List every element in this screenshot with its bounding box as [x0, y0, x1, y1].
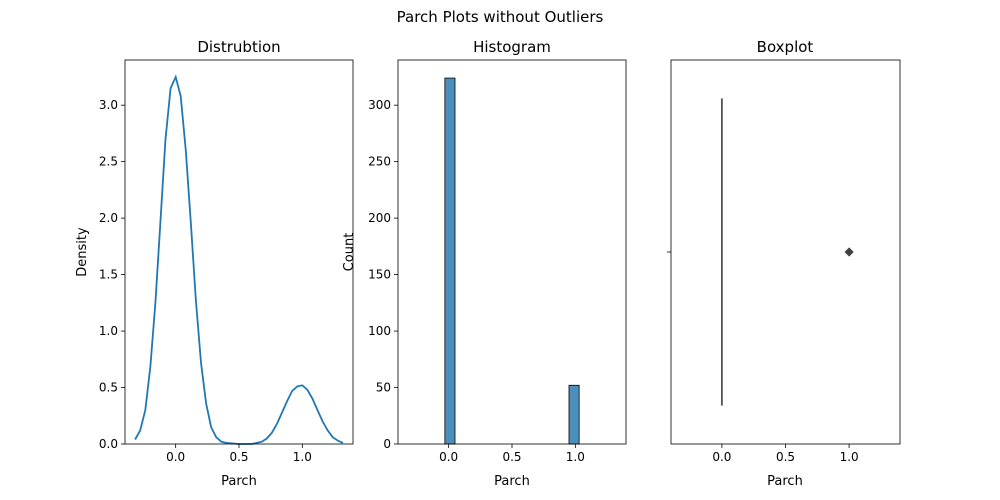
y-tick-label: 100: [368, 324, 391, 338]
x-tick-label: 1.0: [566, 450, 585, 464]
histogram-bar: [444, 77, 456, 445]
subplot-boxplot: Boxplot 0.0 0.5 1.0 Parch: [667, 38, 901, 489]
y-tick-label: 3.0: [99, 98, 118, 112]
x-tick-label: 0.0: [712, 450, 731, 464]
x-axis-label: Parch: [221, 474, 257, 489]
y-tick-label: 0.5: [99, 381, 118, 395]
histogram-bar: [568, 384, 580, 445]
x-tick-label: 0.5: [502, 450, 521, 464]
subplot-title: Boxplot: [757, 38, 814, 56]
subplot-distribution: Distrubtion 0.0 0.5 1.0 0.0 0.5 1.0 1.5 2.0 2.5 3…: [75, 38, 354, 489]
x-axis-label: Parch: [767, 474, 803, 489]
y-tick-label: 1.5: [99, 268, 118, 282]
x-tick-label: 0.0: [439, 450, 458, 464]
axes-frame: [124, 59, 354, 445]
y-tick-label: 1.0: [99, 324, 118, 338]
x-tick-label: 1.0: [840, 450, 859, 464]
y-tick-label: 50: [376, 381, 391, 395]
subplot-histogram: Histogram 0.0 0.5 1.0 0 50 100 150 200 250 300 Pa…: [342, 38, 627, 489]
x-tick-label: 0.5: [776, 450, 795, 464]
subplot-title: Distrubtion: [197, 38, 280, 56]
axes-frame: [397, 59, 627, 445]
y-tick-label: 300: [368, 98, 391, 112]
y-tick-label: 0: [383, 437, 391, 451]
y-tick-label: 250: [368, 155, 391, 169]
y-axis-label: Density: [75, 227, 90, 277]
subplot-title: Histogram: [473, 38, 551, 56]
y-axis-label: Count: [342, 233, 357, 272]
x-tick-label: 1.0: [293, 450, 312, 464]
y-tick-label: 2.5: [99, 155, 118, 169]
y-tick-label: 2.0: [99, 211, 118, 225]
x-axis-label: Parch: [494, 474, 530, 489]
x-tick-label: 0.5: [229, 450, 248, 464]
figure-suptitle: Parch Plots without Outliers: [397, 8, 604, 26]
axes-frame: [670, 59, 901, 445]
y-tick-label: 0.0: [99, 437, 118, 451]
y-tick-label: 200: [368, 211, 391, 225]
kde-series-line: [134, 74, 344, 445]
y-tick-label: 150: [368, 268, 391, 282]
box-outlier-marker: [844, 247, 854, 257]
x-tick-label: 0.0: [166, 450, 185, 464]
